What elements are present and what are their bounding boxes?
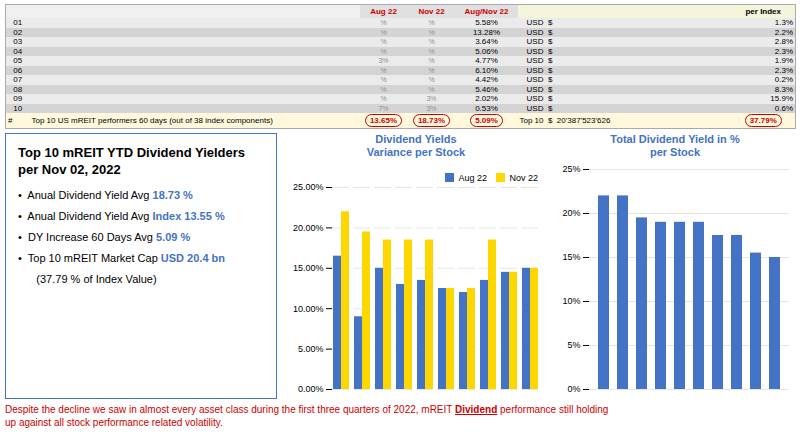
svg-text:0.00%: 0.00% [298, 384, 324, 394]
html-text:USD $: USD $ [526, 65, 553, 75]
html-text:06: 06 [13, 65, 23, 75]
svg-text:25%: 25% [562, 164, 580, 174]
html-text:Nov 22: Nov 22 [418, 6, 445, 16]
html-text:USD $: USD $ [526, 103, 553, 113]
html-text:USD $: USD $ [526, 46, 553, 56]
html-text:2.3%: 2.3% [774, 46, 793, 56]
html-text:per Index: per Index [745, 6, 781, 16]
html-text:4.77%: 4.77% [475, 56, 498, 65]
html-text:• DY Increase 60 Days Avg 5.09: • DY Increase 60 Days Avg 5.09 % [18, 231, 191, 243]
html-text:(37.79 % of Index Value): (37.79 % of Index Value) [18, 273, 157, 285]
html-text:02: 02 [13, 27, 23, 37]
html-text:Aug 22: Aug 22 [458, 172, 487, 183]
html-text:Nov 22: Nov 22 [509, 172, 538, 183]
html-text:Total Dividend Yield in % per: Total Dividend Yield in % per Stock [610, 133, 740, 158]
html-text:USD $: USD $ [526, 94, 553, 103]
html-text:05: 05 [13, 56, 23, 65]
html-text:Aug/Nov 22: Aug/Nov 22 [464, 6, 509, 16]
html-text:01: 01 [13, 18, 23, 27]
html-text:Aug 22: Aug 22 [370, 6, 397, 16]
html-text:03: 03 [13, 37, 23, 46]
html-text:Top 10 mREIT YTD Dividend Yiel: Top 10 mREIT YTD Dividend Yielders per N… [18, 145, 246, 177]
html-text:Top 10 $ 20'387'523'626: Top 10 $ 20'387'523'626 [519, 115, 611, 125]
svg-text:25.00%: 25.00% [293, 182, 324, 192]
html-text:Despite the decline we saw in: Despite the decline we saw in almost eve… [5, 404, 609, 415]
html-text:3%: 3% [378, 57, 389, 64]
html-text:5.58%: 5.58% [475, 18, 498, 27]
html-text:3%: 3% [426, 95, 437, 102]
html-text:1.3%: 1.3% [774, 18, 793, 27]
svg-text:5%: 5% [567, 340, 580, 350]
html-text:2.2%: 2.2% [774, 27, 793, 37]
html-text:USD $: USD $ [526, 75, 553, 84]
html-text:5.06%: 5.06% [475, 46, 498, 56]
html-text:3%: 3% [426, 104, 437, 112]
html-text:13.65%: 13.65% [369, 116, 398, 125]
html-text:07: 07 [13, 75, 23, 84]
html-text:• Anual Dividend Yield Avg 18.: • Anual Dividend Yield Avg 18.73 % [18, 189, 193, 201]
html-text:6.10%: 6.10% [475, 65, 498, 75]
html-text:04: 04 [13, 46, 23, 56]
html-text:5.09%: 5.09% [475, 116, 498, 125]
html-text:37.79%: 37.79% [749, 116, 777, 125]
svg-text:10%: 10% [562, 296, 580, 306]
html-text:Top 10 US mREIT performers 60: Top 10 US mREIT performers 60 days (out … [31, 115, 273, 125]
html-text:1.9%: 1.9% [774, 56, 793, 65]
html-text:10: 10 [13, 103, 23, 113]
html-text:2.02%: 2.02% [475, 94, 498, 103]
html-text:13.28%: 13.28% [472, 27, 501, 37]
svg-text:20%: 20% [562, 208, 580, 218]
html-text:2.3%: 2.3% [774, 65, 793, 75]
html-text:7%: 7% [378, 104, 389, 112]
html-text:USD $: USD $ [526, 37, 553, 46]
svg-text:15.00%: 15.00% [293, 263, 324, 273]
html-text:Dividend Yields Variance per S: Dividend Yields Variance per Stock [366, 133, 466, 158]
html-text:18.73%: 18.73% [417, 116, 446, 125]
html-text:USD $: USD $ [526, 84, 553, 94]
html-text:up against all stock performan: up against all stock performance related… [5, 417, 223, 428]
svg-text:20.00%: 20.00% [293, 223, 324, 233]
html-text:08: 08 [13, 84, 23, 94]
html-text:5.46%: 5.46% [475, 84, 498, 94]
html-text:• Top 10 mREIT Market Cap USD: • Top 10 mREIT Market Cap USD 20.4 bn [18, 252, 225, 264]
html-text:USD $: USD $ [526, 56, 553, 65]
html-text:4.42%: 4.42% [475, 75, 498, 84]
svg-text:0%: 0% [567, 384, 580, 394]
html-text:• Anual Dividend Yield Avg Ind: • Anual Dividend Yield Avg Index 13.55 % [18, 210, 225, 222]
svg-text:5.00%: 5.00% [298, 344, 324, 354]
html-text:8.3%: 8.3% [774, 84, 793, 94]
html-text:USD $: USD $ [526, 18, 553, 27]
html-text:2.8%: 2.8% [774, 37, 793, 46]
html-text:0.53%: 0.53% [475, 103, 498, 113]
html-text:3.64%: 3.64% [475, 37, 498, 46]
svg-text:10.00%: 10.00% [293, 304, 324, 314]
html-text:15.9%: 15.9% [770, 94, 793, 103]
html-text:USD $: USD $ [526, 27, 553, 37]
html-text:09: 09 [13, 94, 23, 103]
svg-text:15%: 15% [562, 252, 580, 262]
html-text:0.6%: 0.6% [774, 103, 793, 113]
html-text:0.2%: 0.2% [774, 75, 793, 84]
